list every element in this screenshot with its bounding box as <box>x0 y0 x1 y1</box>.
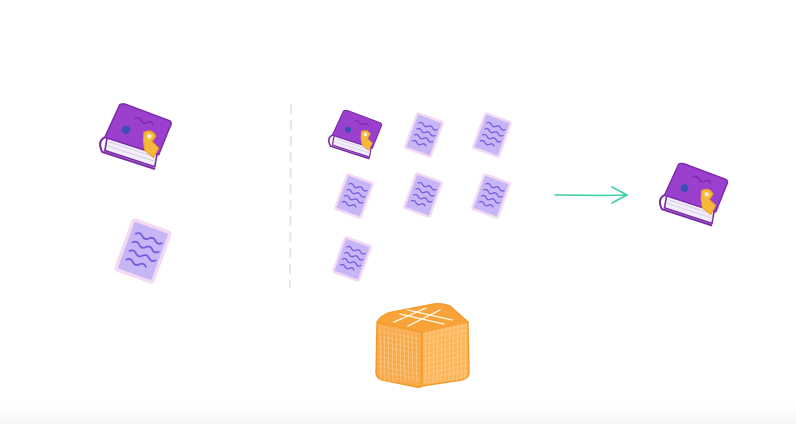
book-icon <box>658 162 729 227</box>
page-icon <box>334 173 374 219</box>
left-panel <box>99 103 172 284</box>
book-icon <box>99 103 172 170</box>
page-icon <box>114 218 172 284</box>
grid-panel <box>328 109 512 282</box>
page-icon <box>403 172 443 218</box>
waffle-box-icon <box>375 303 470 389</box>
page-icon <box>471 173 511 219</box>
bottom-shade <box>0 406 796 424</box>
page-icon <box>404 112 444 158</box>
book-icon <box>328 109 383 160</box>
panel-divider <box>289 104 292 288</box>
page-icon <box>472 112 512 158</box>
page-icon <box>332 236 372 282</box>
result-book <box>658 162 729 227</box>
arrow-right-icon <box>554 186 628 204</box>
